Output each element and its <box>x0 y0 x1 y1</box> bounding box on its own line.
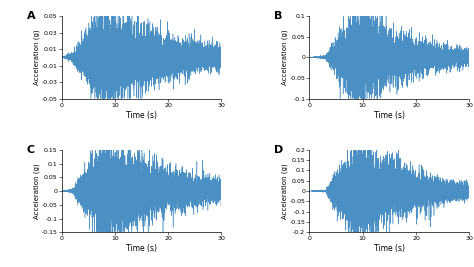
X-axis label: Time (s): Time (s) <box>374 111 405 120</box>
Text: B: B <box>274 11 283 21</box>
Y-axis label: Acceleration (g): Acceleration (g) <box>282 163 288 219</box>
Text: D: D <box>274 145 283 155</box>
Y-axis label: Acceleration (g): Acceleration (g) <box>34 29 40 85</box>
X-axis label: Time (s): Time (s) <box>126 111 157 120</box>
X-axis label: Time (s): Time (s) <box>374 244 405 253</box>
Y-axis label: Acceleration (g): Acceleration (g) <box>34 163 40 219</box>
Text: A: A <box>27 11 35 21</box>
Y-axis label: Acceleration (g): Acceleration (g) <box>282 29 288 85</box>
X-axis label: Time (s): Time (s) <box>126 244 157 253</box>
Text: C: C <box>27 145 35 155</box>
